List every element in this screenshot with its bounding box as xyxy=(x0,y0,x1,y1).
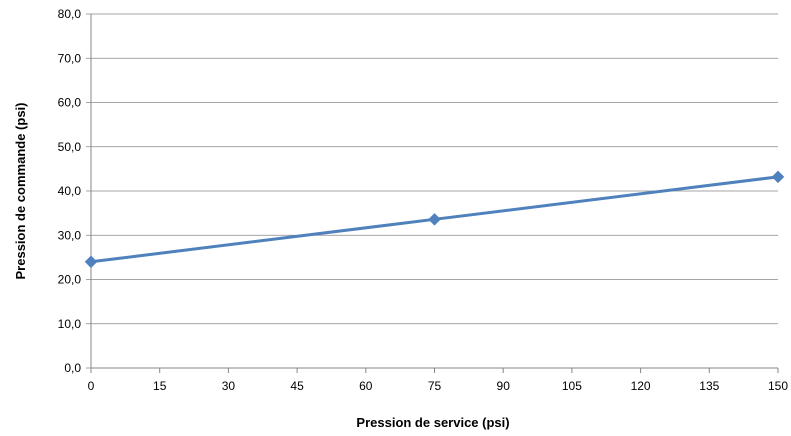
y-tick-label: 50,0 xyxy=(58,140,82,154)
y-tick-label: 0,0 xyxy=(64,361,81,375)
data-point-marker xyxy=(84,255,98,269)
x-tick-label: 150 xyxy=(768,379,788,393)
y-tick-label: 30,0 xyxy=(58,228,82,242)
gridlines xyxy=(86,13,778,369)
x-tick-labels: 0 15 30 45 60 75 90 105 120 135 150 xyxy=(88,379,789,393)
x-tick-label: 120 xyxy=(631,379,651,393)
x-tick-label: 15 xyxy=(153,379,167,393)
x-tick-label: 45 xyxy=(290,379,304,393)
x-tick-label: 135 xyxy=(699,379,719,393)
x-tick-label: 90 xyxy=(497,379,511,393)
data-point-marker xyxy=(428,212,441,226)
axes xyxy=(90,14,779,373)
x-axis-title: Pression de service (psi) xyxy=(356,415,509,430)
series-layer xyxy=(84,170,785,269)
y-tick-label: 40,0 xyxy=(58,184,82,198)
y-tick-labels: 0,0 10,0 20,0 30,0 40,0 50,0 60,0 70,0 80,0 xyxy=(58,7,82,375)
x-tick-label: 75 xyxy=(428,379,442,393)
y-tick-label: 70,0 xyxy=(58,51,82,65)
y-axis-title: Pression de commande (psi) xyxy=(13,103,28,280)
x-tick-label: 30 xyxy=(222,379,236,393)
x-tick-label: 0 xyxy=(88,379,95,393)
y-tick-label: 10,0 xyxy=(58,317,82,331)
x-tick-label: 60 xyxy=(359,379,373,393)
x-tick-label: 105 xyxy=(562,379,582,393)
data-point-marker xyxy=(771,170,785,184)
y-tick-label: 80,0 xyxy=(58,7,82,21)
y-tick-label: 20,0 xyxy=(58,273,82,287)
y-tick-label: 60,0 xyxy=(58,96,82,110)
